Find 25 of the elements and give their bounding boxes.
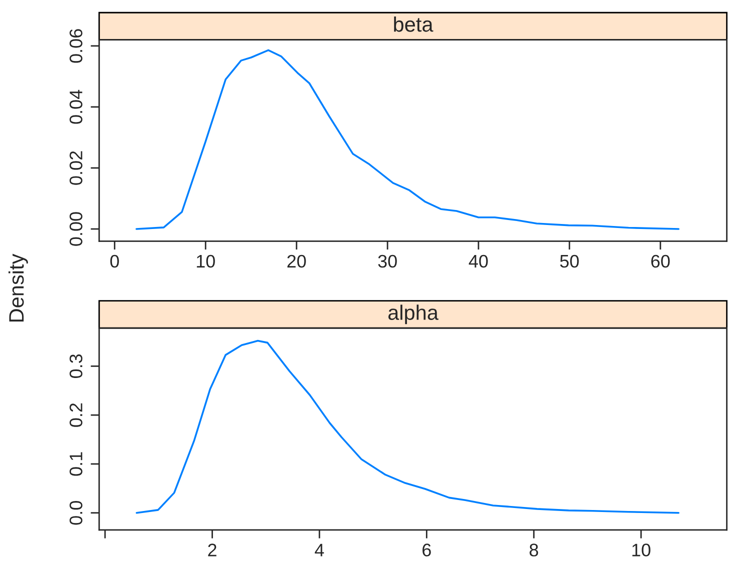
x-tick-label: 40 xyxy=(468,254,488,268)
line-series xyxy=(136,340,680,514)
x-tick-label: 2 xyxy=(208,544,216,556)
y-tick-label: 0.0 xyxy=(70,501,82,525)
chart-title: alpha xyxy=(388,304,438,324)
x-tick-label: 6 xyxy=(422,544,431,556)
x-tick-label: 20 xyxy=(287,254,306,268)
x-tick-label: 60 xyxy=(651,254,670,268)
x-tick-label: 10 xyxy=(632,544,650,556)
y-tick-label: 0.1 xyxy=(70,452,82,476)
y-tick-label: 0.3 xyxy=(70,354,82,378)
y-tick-label: 0.2 xyxy=(70,403,82,427)
x-tick-label: 50 xyxy=(560,254,579,268)
y-tick-label: 0.04 xyxy=(70,90,82,124)
y-tick-label: 0.06 xyxy=(70,29,82,63)
x-tick-label: 4 xyxy=(314,544,324,556)
chart-title: beta xyxy=(394,16,434,32)
line-series xyxy=(136,49,680,230)
x-tick-label: 8 xyxy=(530,544,538,556)
x-tick-label: 10 xyxy=(196,254,215,268)
y-tick-label: 0.02 xyxy=(70,151,82,185)
x-tick-label: 0 xyxy=(110,254,119,268)
y-tick-label: 0.00 xyxy=(70,212,82,246)
x-tick-label: 30 xyxy=(378,254,397,268)
y-axis-title: Density xyxy=(8,254,28,322)
